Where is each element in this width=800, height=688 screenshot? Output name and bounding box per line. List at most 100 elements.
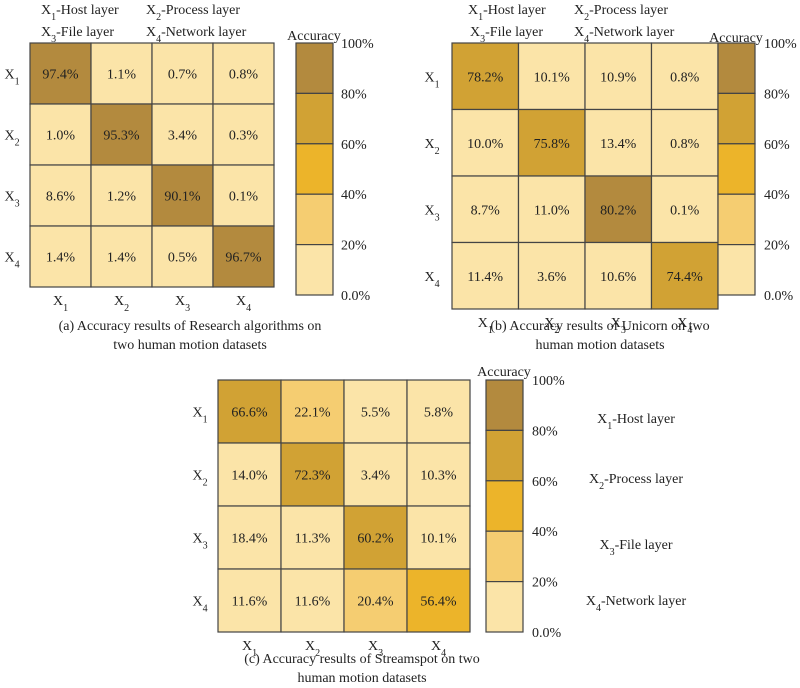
panel-caption: (b) Accuracy results of Unicorn on two — [490, 319, 709, 334]
panel-b: 78.2% 10.1% 10.9% 0.8% 10.0% 75.8% 13.4% 0.8% 8.… — [424, 3, 797, 353]
cell-value-label: 10.6% — [600, 270, 637, 285]
cell-value-label: 0.8% — [229, 68, 259, 83]
cell-value-label: 1.4% — [107, 251, 137, 266]
cell-value-label: 80.2% — [600, 203, 637, 218]
colorbar-title: Accuracy — [287, 29, 341, 44]
heatmap-cell — [212, 103, 275, 166]
cell-value-label: 75.8% — [534, 137, 571, 152]
row-label: X4 — [4, 251, 19, 271]
heatmap-cell — [212, 225, 275, 288]
cell-value-label: 0.1% — [229, 190, 259, 205]
colorbar-segment — [295, 92, 334, 145]
cell-value-label: 18.4% — [231, 532, 268, 547]
layer-legend-label: X3-File layer — [470, 25, 543, 45]
column-label: X2 — [114, 294, 129, 314]
colorbar-segment — [717, 92, 756, 145]
heatmap-cell — [29, 225, 92, 288]
cell-value-label: 8.7% — [471, 203, 501, 218]
cell-value-label: 5.5% — [361, 406, 391, 421]
row-label: X4 — [192, 595, 207, 615]
row-label: X2 — [192, 469, 207, 489]
colorbar-tick-label: 0.0% — [764, 289, 794, 304]
row-label: X4 — [424, 270, 439, 290]
colorbar-segment — [717, 244, 756, 296]
heatmap-cell — [451, 108, 520, 177]
heatmap-cell — [217, 442, 282, 507]
cell-value-label: 10.1% — [534, 70, 571, 85]
cell-value-label: 3.4% — [361, 469, 391, 484]
row-label: X1 — [192, 406, 207, 426]
heatmap-cell — [280, 505, 345, 570]
column-label: X1 — [478, 316, 493, 336]
panel-caption: (a) Accuracy results of Research algorit… — [59, 319, 322, 334]
colorbar-segment — [295, 143, 334, 195]
colorbar-tick-label: 60% — [532, 475, 558, 490]
column-label: X1 — [53, 294, 68, 314]
panel-caption: (c) Accuracy results of Streamspot on tw… — [244, 652, 480, 667]
colorbar-tick-label: 20% — [532, 576, 558, 591]
heatmap-cell — [217, 379, 282, 444]
colorbar-tick-label: 40% — [341, 188, 367, 203]
colorbar-segment — [485, 379, 524, 432]
heatmap-cell — [280, 379, 345, 444]
cell-value-label: 0.8% — [670, 70, 700, 85]
column-label: X2 — [305, 639, 320, 659]
heatmap-cell — [280, 442, 345, 507]
column-label: X4 — [677, 316, 692, 336]
heatmap-cell — [650, 175, 719, 244]
layer-legend-label: X2-Process layer — [146, 3, 240, 23]
cell-value-label: 10.1% — [420, 532, 457, 547]
cell-value-label: 95.3% — [103, 129, 140, 144]
cell-value-label: 10.9% — [600, 70, 637, 85]
cell-value-label: 0.8% — [670, 137, 700, 152]
cell-value-label: 97.4% — [42, 68, 79, 83]
cell-value-label: 11.4% — [467, 270, 503, 285]
cell-value-label: 0.1% — [670, 203, 700, 218]
colorbar-segment — [717, 193, 756, 246]
colorbar-tick-label: 100% — [341, 37, 374, 52]
colorbar-tick-label: 80% — [341, 87, 367, 102]
heatmap-cell — [212, 42, 275, 105]
cell-value-label: 0.5% — [168, 251, 198, 266]
cell-value-label: 1.4% — [46, 251, 76, 266]
cell-value-label: 10.3% — [420, 469, 457, 484]
row-label: X2 — [4, 129, 19, 149]
cell-value-label: 0.7% — [168, 68, 198, 83]
colorbar-tick-label: 80% — [532, 424, 558, 439]
cell-value-label: 5.8% — [424, 406, 454, 421]
heatmap-cell — [451, 175, 520, 244]
heatmap-cell — [280, 568, 345, 633]
row-label: X1 — [4, 68, 19, 88]
column-label: X2 — [544, 316, 559, 336]
colorbar-tick-label: 100% — [764, 37, 797, 52]
row-label: X3 — [192, 532, 207, 552]
cell-value-label: 3.4% — [168, 129, 198, 144]
row-label: X1 — [424, 70, 439, 90]
layer-legend-label: X3-File layer — [41, 25, 114, 45]
layer-legend-label: X3-File layer — [599, 538, 672, 558]
column-label: X4 — [236, 294, 251, 314]
heatmap-cell — [406, 568, 471, 633]
heatmap-cell — [343, 505, 408, 570]
layer-legend-label: X1-Host layer — [597, 412, 675, 432]
cell-value-label: 66.6% — [231, 406, 268, 421]
heatmap-cell — [584, 42, 653, 111]
cell-value-label: 14.0% — [231, 469, 268, 484]
colorbar-tick-label: 60% — [764, 138, 790, 153]
colorbar-segment — [295, 193, 334, 246]
panel-c: 66.6% 22.1% 5.5% 5.8% 14.0% 72.3% 3.4% 10.3% 18.… — [192, 365, 686, 686]
column-label: X3 — [175, 294, 190, 314]
layer-legend-label: X1-Host layer — [468, 3, 546, 23]
heatmap-cell — [584, 175, 653, 244]
cell-value-label: 72.3% — [294, 469, 331, 484]
column-label: X3 — [611, 316, 626, 336]
cell-value-label: 11.6% — [232, 595, 268, 610]
colorbar-tick-label: 20% — [764, 239, 790, 254]
cell-value-label: 74.4% — [667, 270, 704, 285]
heatmap-cell — [406, 442, 471, 507]
colorbar-tick-label: 0.0% — [341, 289, 371, 304]
cell-value-label: 11.3% — [295, 532, 331, 547]
cell-value-label: 3.6% — [537, 270, 567, 285]
heatmap-cell — [584, 241, 653, 310]
